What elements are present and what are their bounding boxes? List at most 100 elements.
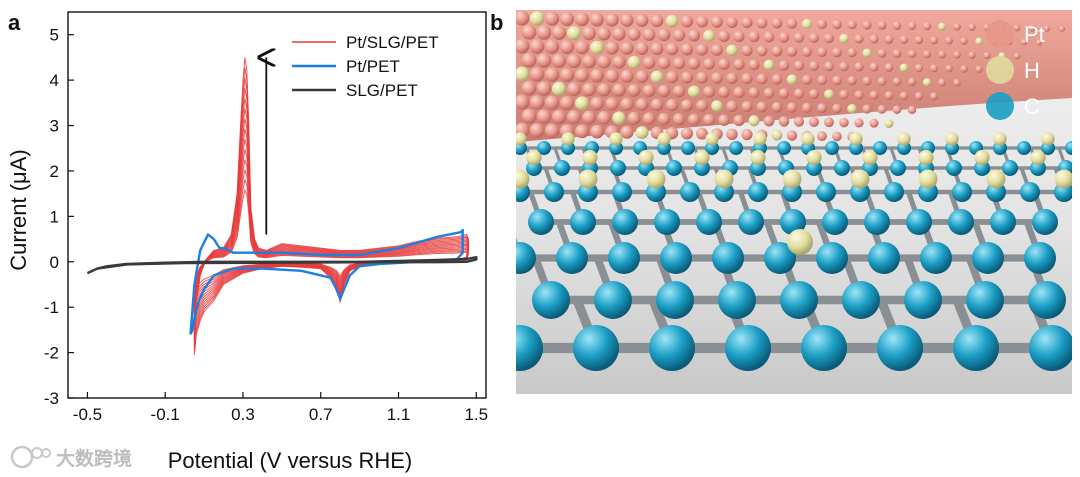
pt-atom (726, 128, 738, 141)
pt-atom (945, 36, 953, 45)
c-atom (966, 281, 1004, 319)
h-atom (703, 29, 715, 42)
pt-atom (696, 71, 708, 84)
pt-atom (635, 42, 649, 55)
pt-atom (582, 54, 596, 69)
x-tick-label: -0.5 (73, 405, 102, 424)
pt-atom (899, 35, 909, 45)
legend-swatch-h (986, 56, 1014, 84)
pt-atom (544, 11, 560, 26)
pt-atom (801, 102, 813, 113)
pt-atom (635, 98, 649, 111)
pt-atom (680, 71, 694, 84)
c-atom (920, 242, 952, 274)
pt-atom (642, 112, 656, 126)
c-atom (816, 182, 836, 202)
c-atom (972, 242, 1004, 274)
pt-atom (582, 110, 596, 125)
pt-atom (741, 101, 753, 113)
x-tick-label: 1.5 (464, 405, 488, 424)
pt-atom (953, 22, 961, 31)
series-0-cycle (193, 88, 470, 341)
pt-atom (907, 49, 917, 59)
pt-atom (832, 75, 842, 86)
pt-atom (620, 13, 634, 27)
c-atom (1028, 281, 1066, 319)
c-atom (946, 160, 962, 176)
pt-atom (529, 95, 545, 110)
pt-atom (696, 15, 708, 28)
y-tick-label: -2 (44, 344, 59, 363)
h-atom (897, 132, 911, 146)
c-atom (777, 141, 791, 155)
pt-atom (566, 110, 582, 125)
pt-atom (718, 58, 730, 70)
pt-atom (529, 39, 545, 54)
pt-atom (756, 45, 768, 57)
legend-label: Pt (1024, 22, 1045, 47)
pt-atom (544, 123, 560, 138)
h-atom (938, 22, 946, 31)
pt-atom (733, 86, 745, 99)
pt-atom (620, 125, 634, 139)
c-atom (842, 281, 880, 319)
series-0-cycle (193, 108, 470, 332)
c-atom (1032, 209, 1058, 235)
pt-atom (726, 16, 738, 29)
pt-atom (627, 111, 641, 125)
h-atom (590, 40, 604, 55)
c-atom (868, 242, 900, 274)
pt-atom (847, 76, 857, 86)
pt-atom (703, 57, 715, 70)
h-atom (687, 85, 701, 98)
pt-atom (657, 56, 671, 70)
pt-atom (907, 105, 917, 115)
legend-label: H (1024, 58, 1040, 83)
pt-atom (590, 12, 604, 27)
pt-atom (612, 83, 626, 97)
pt-atom (627, 27, 641, 41)
pt-atom (1028, 25, 1036, 32)
h-atom (801, 132, 815, 146)
c-atom (718, 281, 756, 319)
c-atom (660, 242, 692, 274)
pt-atom (718, 114, 730, 126)
watermark-text: 大数跨境 (56, 447, 132, 470)
pt-atom (817, 19, 827, 30)
pt-atom (657, 112, 671, 126)
pt-atom (642, 84, 656, 98)
h-atom (714, 169, 734, 189)
pt-atom (627, 83, 641, 97)
pt-atom (642, 28, 656, 42)
h-atom (975, 37, 983, 45)
pt-atom (650, 42, 664, 56)
c-atom (570, 209, 596, 235)
cv-chart: -0.5 -0.1 0.3 0.7 1.1 1.5 -3 -2 -1 0 1 2 3 4 5 Pt/SLG/P… (44, 11, 488, 424)
h-atom (1054, 169, 1072, 189)
pt-atom (741, 17, 753, 29)
pt-atom (808, 116, 820, 127)
pt-atom (832, 103, 842, 114)
c-atom (890, 160, 906, 176)
h-atom (627, 55, 641, 69)
c-atom (748, 182, 768, 202)
c-atom (884, 182, 904, 202)
pt-atom (778, 88, 790, 99)
y-axis-title: Current (μA) (6, 149, 31, 270)
y-tick-label: 5 (50, 26, 59, 45)
y-tick-label: -1 (44, 298, 59, 317)
c-atom (1065, 141, 1072, 155)
pt-atom (529, 123, 545, 138)
h-atom (763, 59, 775, 71)
c-atom (948, 209, 974, 235)
series-0-cycle (193, 118, 470, 327)
pt-atom (748, 31, 760, 43)
pt-atom (907, 77, 917, 87)
x-tick-label: 1.1 (387, 405, 411, 424)
pt-atom (756, 73, 768, 85)
h-atom (748, 115, 760, 127)
legend-swatch-c (986, 92, 1014, 120)
pt-atom (605, 97, 619, 111)
c-atom (729, 141, 743, 155)
pt-atom (801, 46, 813, 57)
